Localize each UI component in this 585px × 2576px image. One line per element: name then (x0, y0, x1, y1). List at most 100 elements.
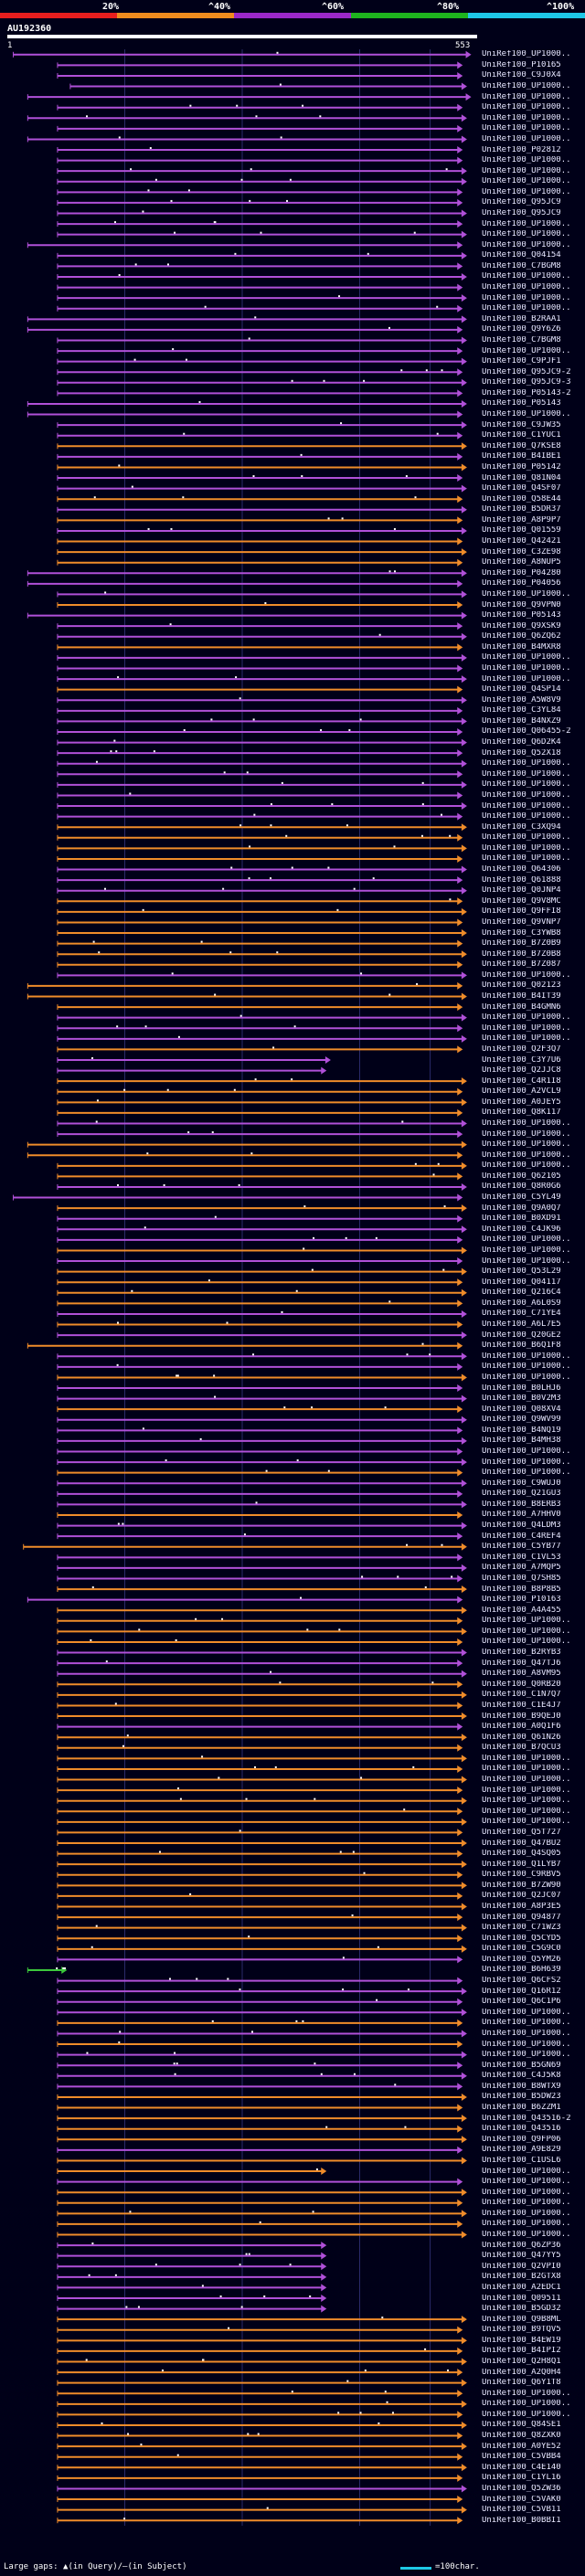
hit-label[interactable]: UniRef100_UP1000.. (482, 1256, 571, 1266)
hit-label[interactable]: UniRef100_Q216C4 (482, 1288, 561, 1298)
hit-label[interactable]: UniRef100_UP1000.. (482, 790, 571, 800)
hit-label[interactable]: UniRef100_C3YWB8 (482, 928, 561, 938)
hit-label[interactable]: UniRef100_Q8K117 (482, 1108, 561, 1118)
hit-label[interactable]: UniRef100_Q52X18 (482, 748, 561, 758)
hit-label[interactable]: UniRef100_C9PJF1 (482, 357, 561, 366)
hit-label[interactable]: UniRef100_B6H639 (482, 1966, 561, 1975)
hit-label[interactable]: UniRef100_B8P8B5 (482, 1585, 561, 1594)
hit-label[interactable]: UniRef100_Q6ZP36 (482, 2241, 561, 2250)
hit-label[interactable]: UniRef100_C3Y7U6 (482, 1055, 561, 1065)
hit-label[interactable]: UniRef100_UP1000.. (482, 854, 571, 864)
hit-label[interactable]: UniRef100_Q5ZW36 (482, 2484, 561, 2493)
hit-label[interactable]: UniRef100_C1YUC1 (482, 431, 561, 440)
hit-label[interactable]: UniRef100_Q9A0Q7 (482, 1203, 561, 1213)
hit-label[interactable]: UniRef100_UP1000.. (482, 50, 571, 59)
hit-label[interactable]: UniRef100_Q4SP14 (482, 685, 561, 694)
hit-label[interactable]: UniRef100_UP1000.. (482, 2410, 571, 2419)
hit-label[interactable]: UniRef100_A0JEY5 (482, 1097, 561, 1107)
hit-label[interactable]: UniRef100_A0Q1F6 (482, 1723, 561, 1732)
hit-label[interactable]: UniRef100_A7MQP5 (482, 1564, 561, 1573)
hit-label[interactable]: UniRef100_B0BBI1 (482, 2516, 561, 2525)
hit-label[interactable]: UniRef100_UP1000.. (482, 346, 571, 355)
hit-label[interactable]: UniRef100_B9TQV5 (482, 2326, 561, 2335)
hit-label[interactable]: UniRef100_UP1000.. (482, 1776, 571, 1785)
hit-label[interactable]: UniRef100_Q6ZQ62 (482, 632, 561, 641)
hit-label[interactable]: UniRef100_B7ZW90 (482, 1881, 561, 1890)
hit-label[interactable]: UniRef100_Q6CFS2 (482, 1977, 561, 1986)
hit-label[interactable]: UniRef100_C3ZE98 (482, 547, 561, 557)
hit-label[interactable]: UniRef100_A2Q0H4 (482, 2368, 561, 2377)
hit-label[interactable]: UniRef100_C1USL6 (482, 2156, 561, 2165)
hit-label[interactable]: UniRef100_P02812 (482, 145, 561, 154)
hit-label[interactable]: UniRef100_UP1000.. (482, 2199, 571, 2208)
hit-label[interactable]: UniRef100_P05143 (482, 611, 561, 620)
hit-label[interactable]: UniRef100_Q0JNP4 (482, 886, 561, 896)
hit-label[interactable]: UniRef100_Q7SH85 (482, 1574, 561, 1583)
hit-label[interactable]: UniRef100_UP1000.. (482, 2019, 571, 2028)
hit-label[interactable]: UniRef100_UP1000.. (482, 1468, 571, 1478)
hit-label[interactable]: UniRef100_UP1000.. (482, 653, 571, 663)
hit-label[interactable]: UniRef100_C7BGM8 (482, 335, 561, 345)
hit-label[interactable]: UniRef100_Q2H8Q1 (482, 2357, 561, 2366)
hit-label[interactable]: UniRef100_UP1000.. (482, 1150, 571, 1160)
hit-label[interactable]: UniRef100_P04280 (482, 568, 561, 578)
hit-label[interactable]: UniRef100_P05143 (482, 399, 561, 408)
hit-label[interactable]: UniRef100_UP1000.. (482, 1362, 571, 1372)
hit-label[interactable]: UniRef100_UP1000.. (482, 2400, 571, 2409)
hit-label[interactable]: UniRef100_UP1000.. (482, 759, 571, 769)
hit-label[interactable]: UniRef100_P05143-2 (482, 388, 571, 398)
hit-label[interactable]: UniRef100_A8P9P7 (482, 515, 561, 525)
hit-label[interactable]: UniRef100_Q4LDM3 (482, 1521, 561, 1531)
hit-label[interactable]: UniRef100_C9JW35 (482, 420, 561, 429)
hit-label[interactable]: UniRef100_C5YB77 (482, 1542, 561, 1552)
hit-label[interactable]: UniRef100_UP1000.. (482, 293, 571, 302)
hit-label[interactable]: UniRef100_UP1000.. (482, 240, 571, 249)
hit-label[interactable]: UniRef100_Q47BU2 (482, 1839, 561, 1848)
hit-label[interactable]: UniRef100_C4R1I8 (482, 1076, 561, 1086)
hit-label[interactable]: UniRef100_Q2JC07 (482, 1892, 561, 1901)
hit-label[interactable]: UniRef100_Q2F3Q7 (482, 1044, 561, 1054)
hit-label[interactable]: UniRef100_UP1000.. (482, 1638, 571, 1647)
hit-label[interactable]: UniRef100_UP1000.. (482, 2389, 571, 2398)
hit-label[interactable]: UniRef100_UP1000.. (482, 1352, 571, 1361)
hit-label[interactable]: UniRef100_UP1000.. (482, 166, 571, 175)
hit-label[interactable]: UniRef100_Q9VPN0 (482, 600, 561, 610)
hit-label[interactable]: UniRef100_B2RYB3 (482, 1648, 561, 1658)
hit-label[interactable]: UniRef100_Q95JC9-3 (482, 378, 571, 387)
hit-label[interactable]: UniRef100_B4IBE1 (482, 452, 561, 461)
hit-label[interactable]: UniRef100_UP1000.. (482, 1129, 571, 1139)
hit-label[interactable]: UniRef100_C1VL53 (482, 1553, 561, 1562)
hit-label[interactable]: UniRef100_UP1000.. (482, 230, 571, 239)
hit-label[interactable]: UniRef100_UP1000.. (482, 272, 571, 281)
hit-label[interactable]: UniRef100_A8NUP5 (482, 558, 561, 567)
hit-label[interactable]: UniRef100_UP1000.. (482, 801, 571, 811)
hit-label[interactable]: UniRef100_UP1000.. (482, 134, 571, 143)
hit-label[interactable]: UniRef100_P10163 (482, 1595, 561, 1605)
hit-label[interactable]: UniRef100_C1E4J7 (482, 1701, 561, 1710)
hit-label[interactable]: UniRef100_B7QCU3 (482, 1744, 561, 1753)
hit-label[interactable]: UniRef100_UP1000.. (482, 304, 571, 313)
hit-label[interactable]: UniRef100_UP1000.. (482, 970, 571, 980)
hit-label[interactable]: UniRef100_UP1000.. (482, 1013, 571, 1023)
hit-label[interactable]: UniRef100_Q4SF07 (482, 484, 561, 493)
hit-label[interactable]: UniRef100_UP1000.. (482, 2029, 571, 2038)
hit-label[interactable]: UniRef100_UP1000.. (482, 113, 571, 122)
hit-label[interactable]: UniRef100_B6Q1F8 (482, 1341, 561, 1351)
hit-label[interactable]: UniRef100_Q9FP06 (482, 2135, 561, 2144)
hit-label[interactable]: UniRef100_B0XD91 (482, 1214, 561, 1224)
hit-label[interactable]: UniRef100_B5DW23 (482, 2093, 561, 2102)
hit-label[interactable]: UniRef100_B2GTX8 (482, 2273, 561, 2282)
hit-label[interactable]: UniRef100_UP1000.. (482, 1118, 571, 1128)
hit-label[interactable]: UniRef100_Q53L29 (482, 1267, 561, 1277)
hit-label[interactable]: UniRef100_UP1000.. (482, 2188, 571, 2197)
hit-label[interactable]: UniRef100_Q9VNP7 (482, 917, 561, 927)
hit-label[interactable]: UniRef100_Q81N04 (482, 473, 561, 482)
hit-label[interactable]: UniRef100_Q21GU3 (482, 1489, 561, 1499)
hit-label[interactable]: UniRef100_UP1000.. (482, 82, 571, 91)
hit-label[interactable]: UniRef100_B4MH38 (482, 1436, 561, 1446)
hit-label[interactable]: UniRef100_Q1LYB7 (482, 1860, 561, 1869)
hit-label[interactable]: UniRef100_Q61N26 (482, 1733, 561, 1742)
hit-label[interactable]: UniRef100_B8ERB3 (482, 1500, 561, 1509)
hit-label[interactable]: UniRef100_B7Z0B9 (482, 939, 561, 949)
hit-label[interactable]: UniRef100_UP1000.. (482, 103, 571, 112)
